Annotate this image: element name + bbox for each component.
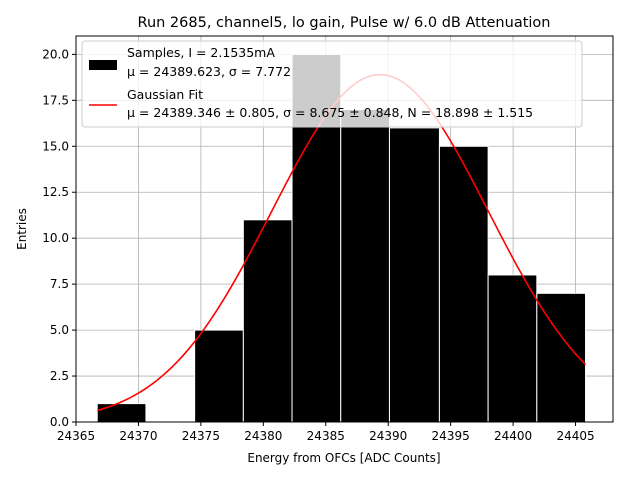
y-tick-label-6: 15.0 (42, 139, 69, 153)
y-tick-label-4: 10.0 (42, 231, 69, 245)
plot-frame (75, 35, 614, 423)
chart-title: Run 2685, channel5, lo gain, Pulse w/ 6.… (138, 15, 551, 31)
legend-fit-params: μ = 24389.346 ± 0.805, σ = 8.675 ± 0.848… (127, 105, 533, 120)
x-tick-label-1: 24370 (119, 429, 157, 443)
x-tick-label-8: 24405 (556, 429, 594, 443)
y-tick-label-8: 20.0 (42, 47, 69, 61)
legend-fit-name: Gaussian Fit (127, 87, 203, 102)
legend-samples-name: Samples, I = 2.1535mA (127, 45, 275, 60)
y-axis-ticks: 0.0 2.5 5.0 7.5 10.0 12.5 15.0 17.5 20.0 (42, 47, 76, 429)
histogram-bar (194, 329, 244, 423)
x-tick-label-3: 24380 (244, 429, 282, 443)
x-tick-label-7: 24400 (494, 429, 532, 443)
legend-box (81, 40, 583, 128)
y-tick-label-3: 7.5 (50, 277, 69, 291)
histogram-bar (438, 145, 489, 423)
legend-samples-stats: μ = 24389.623, σ = 7.772 (127, 64, 291, 79)
legend-samples-swatch (89, 60, 117, 70)
histogram-bar (388, 127, 440, 423)
y-tick-label-7: 17.5 (42, 93, 69, 107)
histogram-bar (487, 274, 538, 423)
histogram-bar (96, 403, 147, 423)
histogram-bars (96, 53, 587, 423)
y-tick-label-1: 2.5 (50, 369, 69, 383)
y-tick-label-5: 12.5 (42, 185, 69, 199)
x-axis-ticks: 24365 24370 24375 24380 24385 24390 24395 24400… (57, 422, 595, 443)
y-axis-label: Entries (15, 208, 29, 250)
x-axis-label: Energy from OFCs [ADC Counts] (247, 451, 440, 465)
x-tick-label-5: 24390 (369, 429, 407, 443)
x-tick-label-6: 24395 (432, 429, 470, 443)
x-tick-label-0: 24365 (57, 429, 95, 443)
y-tick-label-2: 5.0 (50, 323, 69, 337)
histogram-bar (536, 292, 587, 423)
histogram-bar (340, 109, 390, 423)
x-tick-label-2: 24375 (182, 429, 220, 443)
legend: Samples, I = 2.1535mA μ = 24389.623, σ =… (81, 40, 583, 128)
y-tick-label-0: 0.0 (50, 415, 69, 429)
x-tick-label-4: 24385 (307, 429, 345, 443)
